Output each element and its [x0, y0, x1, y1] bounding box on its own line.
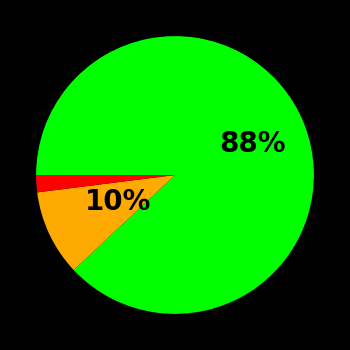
Wedge shape: [36, 36, 314, 314]
Wedge shape: [37, 175, 175, 270]
Text: 88%: 88%: [219, 130, 286, 158]
Text: 10%: 10%: [85, 188, 152, 216]
Wedge shape: [36, 175, 175, 192]
